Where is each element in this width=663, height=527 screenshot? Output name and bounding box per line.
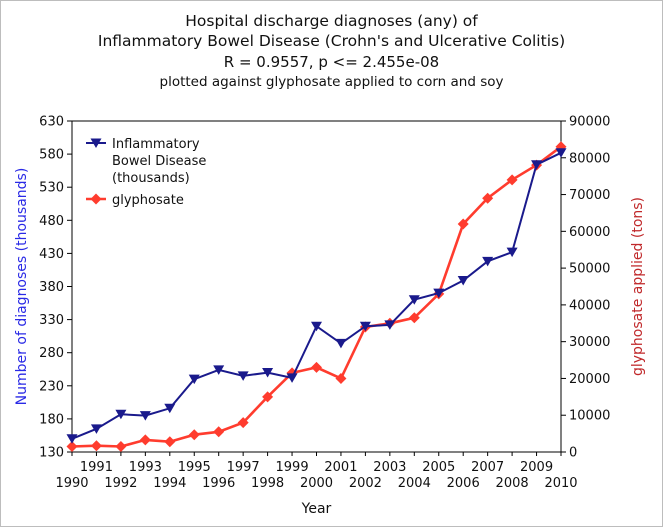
chart-title-line-1: Hospital discharge diagnoses (any) of <box>185 12 478 30</box>
y-right-tick-label: 70000 <box>569 188 610 203</box>
y-left-tick-label: 480 <box>39 214 64 229</box>
data-point-ibd <box>286 373 298 383</box>
data-point-ibd <box>213 365 225 375</box>
data-point-ibd <box>359 321 371 332</box>
x-tick-label-upper: 2009 <box>520 460 553 475</box>
y-right-tick-label: 30000 <box>569 335 610 350</box>
x-axis-title: Year <box>301 501 332 517</box>
y-right-tick-label: 40000 <box>569 298 610 313</box>
data-point-glyphosate <box>139 434 151 446</box>
y-right-tick-label: 90000 <box>569 115 610 130</box>
data-point-glyphosate <box>457 218 469 230</box>
chart-title-line-2: Inflammatory Bowel Disease (Crohn's and … <box>97 32 566 50</box>
data-point-ibd <box>164 403 176 414</box>
data-point-glyphosate <box>164 436 176 448</box>
y-right-tick-label: 80000 <box>569 151 610 166</box>
y-right-axis-title: glyphosate applied (tons) <box>630 197 646 376</box>
data-point-ibd <box>506 247 518 258</box>
y-right-tick-label: 0 <box>569 446 577 461</box>
data-point-ibd <box>188 374 200 385</box>
data-point-ibd <box>262 368 274 378</box>
data-point-ibd <box>408 295 420 305</box>
data-point-glyphosate <box>506 174 518 186</box>
x-tick-label-lower: 1994 <box>153 476 186 491</box>
legend-label-ibd: (thousands) <box>112 171 190 186</box>
series-line-glyphosate <box>71 145 562 448</box>
data-point-ibd <box>66 434 78 444</box>
data-point-glyphosate <box>237 417 249 429</box>
data-point-glyphosate <box>262 391 274 403</box>
data-point-ibd <box>139 411 151 421</box>
data-point-ibd <box>482 256 494 267</box>
x-tick-label-upper: 2001 <box>324 460 357 475</box>
x-tick-label-upper: 1993 <box>129 460 162 475</box>
legend-marker-glyphosate <box>90 193 102 205</box>
x-tick-label-upper: 1997 <box>227 460 260 475</box>
x-tick-label-upper: 2007 <box>471 460 504 475</box>
y-left-tick-label: 380 <box>39 280 64 295</box>
data-point-ibd <box>531 160 543 170</box>
data-point-ibd <box>90 424 102 434</box>
x-tick-label-upper: 1999 <box>276 460 309 475</box>
data-point-ibd <box>237 371 249 381</box>
x-tick-label-lower: 1992 <box>104 476 137 491</box>
data-point-glyphosate <box>311 361 322 373</box>
data-point-glyphosate <box>66 440 78 452</box>
legend-marker-ibd <box>90 138 102 148</box>
y-left-tick-label: 180 <box>39 412 64 427</box>
data-point-glyphosate <box>188 429 200 441</box>
data-point-ibd <box>433 288 445 299</box>
chart-title-line-3: R = 0.9557, p <= 2.455e-08 <box>223 53 440 71</box>
data-point-glyphosate <box>408 312 420 324</box>
y-right-tick-label: 10000 <box>569 409 610 424</box>
data-point-ibd <box>311 321 322 332</box>
y-left-tick-label: 430 <box>39 247 64 262</box>
y-left-tick-label: 230 <box>39 379 64 394</box>
y-right-tick-label: 50000 <box>569 262 610 277</box>
legend-label-ibd: Inflammatory <box>112 137 200 152</box>
y-left-tick-label: 280 <box>39 346 64 361</box>
data-point-glyphosate <box>115 440 127 452</box>
x-tick-label-lower: 2002 <box>349 476 382 491</box>
data-point-glyphosate <box>90 440 102 452</box>
y-left-tick-label: 630 <box>39 115 64 130</box>
y-left-tick-label: 580 <box>39 148 64 163</box>
data-point-ibd <box>335 338 347 349</box>
x-tick-label-upper: 2005 <box>422 460 455 475</box>
data-point-ibd <box>384 320 396 330</box>
y-left-tick-label: 130 <box>39 446 64 461</box>
legend-label-glyphosate: glyphosate <box>112 193 184 208</box>
y-left-tick-label: 330 <box>39 313 64 328</box>
x-tick-label-upper: 1995 <box>178 460 211 475</box>
x-tick-label-lower: 1996 <box>202 476 235 491</box>
data-point-ibd <box>115 409 127 420</box>
x-tick-label-upper: 1991 <box>80 460 113 475</box>
x-tick-label-lower: 1990 <box>55 476 88 491</box>
data-point-glyphosate <box>482 192 494 204</box>
data-point-ibd <box>555 148 567 158</box>
legend-label-ibd: Bowel Disease <box>112 154 206 169</box>
x-tick-label-lower: 1998 <box>251 476 284 491</box>
x-tick-label-lower: 2004 <box>398 476 431 491</box>
data-point-ibd <box>457 276 469 286</box>
x-tick-label-lower: 2000 <box>300 476 333 491</box>
data-point-glyphosate <box>335 372 347 384</box>
x-tick-label-lower: 2006 <box>447 476 480 491</box>
x-tick-label-upper: 2003 <box>373 460 406 475</box>
y-left-tick-label: 530 <box>39 181 64 196</box>
chart-title-line-4: plotted against glyphosate applied to co… <box>159 74 504 90</box>
x-tick-label-lower: 2010 <box>544 476 577 491</box>
y-right-tick-label: 20000 <box>569 372 610 387</box>
y-left-axis-title: Number of diagnoses (thousands) <box>14 168 30 406</box>
x-tick-label-lower: 2008 <box>496 476 529 491</box>
data-point-glyphosate <box>213 426 225 438</box>
y-right-tick-label: 60000 <box>569 225 610 240</box>
